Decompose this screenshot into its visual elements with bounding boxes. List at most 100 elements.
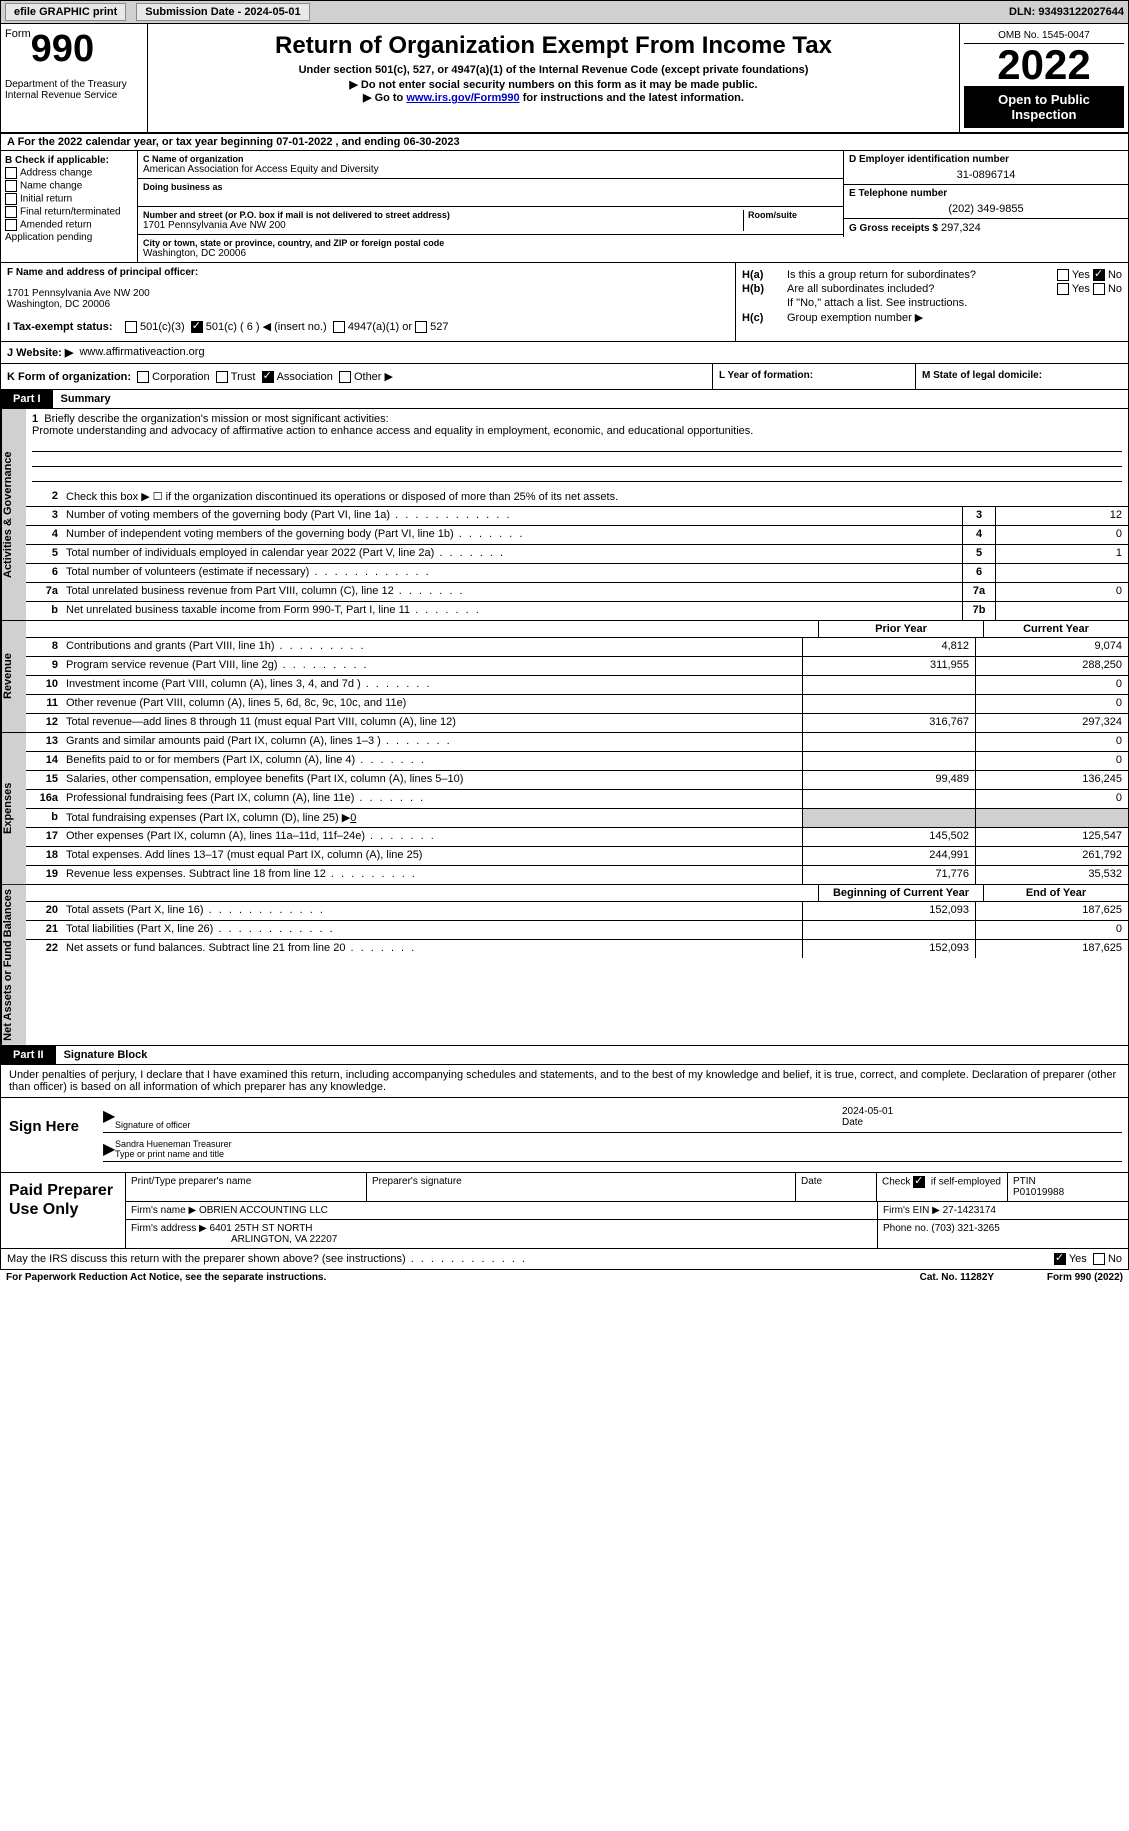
501c3: 501(c)(3) xyxy=(140,321,185,333)
checkbox-trust[interactable] xyxy=(216,371,228,383)
no-lbl3: No xyxy=(1108,1253,1122,1265)
l10: Investment income (Part VIII, column (A)… xyxy=(62,676,802,694)
b-label: B Check if applicable: xyxy=(5,155,133,166)
addr-lbl: Firm's address ▶ xyxy=(131,1223,207,1234)
hb-yes[interactable] xyxy=(1057,283,1069,295)
check-pre: Check xyxy=(882,1177,910,1188)
checkbox-corp[interactable] xyxy=(137,371,149,383)
firm-addr1: 6401 25TH ST NORTH xyxy=(210,1223,313,1234)
hb-no[interactable] xyxy=(1093,283,1105,295)
p19: 71,776 xyxy=(802,866,975,884)
c15: 136,245 xyxy=(975,771,1128,789)
part1-title: Summary xyxy=(53,390,119,408)
opt-address: Address change xyxy=(20,168,92,179)
checkbox-4947[interactable] xyxy=(333,321,345,333)
p14 xyxy=(802,752,975,770)
gross-receipts: 297,324 xyxy=(941,222,981,234)
ha-no[interactable] xyxy=(1093,269,1105,281)
box-c: C Name of organization American Associat… xyxy=(138,151,843,262)
c16a: 0 xyxy=(975,790,1128,808)
k-trust: Trust xyxy=(231,371,256,383)
checkbox-final[interactable] xyxy=(5,206,17,218)
v7a: 0 xyxy=(995,583,1128,601)
k-corp: Corporation xyxy=(152,371,209,383)
l5: Total number of individuals employed in … xyxy=(62,545,962,563)
l16b-val: 0 xyxy=(350,812,356,824)
hdr-prior-year: Prior Year xyxy=(818,621,983,637)
subtitle-3: ▶ Go to www.irs.gov/Form990 for instruct… xyxy=(152,91,955,104)
l7b: Net unrelated business taxable income fr… xyxy=(62,602,962,620)
street-lbl: Number and street (or P.O. box if mail i… xyxy=(143,210,743,220)
l12: Total revenue—add lines 8 through 11 (mu… xyxy=(62,714,802,732)
v4: 0 xyxy=(995,526,1128,544)
paperwork-notice: For Paperwork Reduction Act Notice, see … xyxy=(6,1272,867,1283)
discuss-no[interactable] xyxy=(1093,1253,1105,1265)
subtitle-2: ▶ Do not enter social security numbers o… xyxy=(152,78,955,91)
c11: 0 xyxy=(975,695,1128,713)
f-lbl: F Name and address of principal officer: xyxy=(7,267,729,278)
p21 xyxy=(802,921,975,939)
paid-preparer-lbl: Paid Preparer Use Only xyxy=(1,1173,125,1248)
form-word: Form xyxy=(5,28,31,40)
l-lbl: L Year of formation: xyxy=(719,370,813,381)
firm-name: OBRIEN ACCOUNTING LLC xyxy=(199,1205,328,1216)
c13: 0 xyxy=(975,733,1128,751)
hb-txt: Are all subordinates included? xyxy=(787,283,1057,295)
checkbox-501c[interactable] xyxy=(191,321,203,333)
tax-year: 2022 xyxy=(964,44,1124,86)
p13 xyxy=(802,733,975,751)
k-other: Other ▶ xyxy=(354,371,393,383)
c9: 288,250 xyxy=(975,657,1128,675)
p22: 152,093 xyxy=(802,940,975,958)
check-post: if self-employed xyxy=(931,1177,1001,1188)
checkbox-name[interactable] xyxy=(5,180,17,192)
checkbox-other[interactable] xyxy=(339,371,351,383)
p16a xyxy=(802,790,975,808)
checkbox-amended[interactable] xyxy=(5,219,17,231)
form-title: Return of Organization Exempt From Incom… xyxy=(152,32,955,60)
checkbox-assoc[interactable] xyxy=(262,371,274,383)
v3: 12 xyxy=(995,507,1128,525)
title-cell: Return of Organization Exempt From Incom… xyxy=(148,24,960,132)
ha-lbl: H(a) xyxy=(742,269,787,281)
irs-link[interactable]: www.irs.gov/Form990 xyxy=(406,92,519,104)
checkbox-501c3[interactable] xyxy=(125,321,137,333)
f-addr1: 1701 Pennsylvania Ave NW 200 xyxy=(7,288,729,299)
hc-lbl: H(c) xyxy=(742,312,787,324)
checkbox-527[interactable] xyxy=(415,321,427,333)
name-lbl: Type or print name and title xyxy=(115,1149,224,1159)
ha-yes[interactable] xyxy=(1057,269,1069,281)
discuss-yes[interactable] xyxy=(1054,1253,1066,1265)
checkbox-initial[interactable] xyxy=(5,193,17,205)
year-cell: OMB No. 1545-0047 2022 Open to Public In… xyxy=(960,24,1128,132)
hb-lbl: H(b) xyxy=(742,283,787,295)
box-b: B Check if applicable: Address change Na… xyxy=(1,151,138,262)
l15: Salaries, other compensation, employee b… xyxy=(62,771,802,789)
s527: 527 xyxy=(430,321,448,333)
checkbox-self-employed[interactable] xyxy=(913,1176,925,1188)
p8: 4,812 xyxy=(802,638,975,656)
opt-amended: Amended return xyxy=(20,220,92,231)
p18: 244,991 xyxy=(802,847,975,865)
city-lbl: City or town, state or province, country… xyxy=(143,238,838,248)
c20: 187,625 xyxy=(975,902,1128,920)
form-number-cell: Form990 Department of the Treasury Inter… xyxy=(1,24,148,132)
part2-title: Signature Block xyxy=(56,1046,156,1064)
l7a: Total unrelated business revenue from Pa… xyxy=(62,583,962,601)
e-lbl: E Telephone number xyxy=(849,188,1123,199)
preparer-sig-lbl: Preparer's signature xyxy=(366,1173,795,1201)
v5: 1 xyxy=(995,545,1128,563)
p9: 311,955 xyxy=(802,657,975,675)
g-lbl: G Gross receipts $ xyxy=(849,223,938,234)
yes-lbl2: Yes xyxy=(1072,283,1090,295)
checkbox-address[interactable] xyxy=(5,167,17,179)
ha-txt: Is this a group return for subordinates? xyxy=(787,269,1057,281)
l21: Total liabilities (Part X, line 26) xyxy=(62,921,802,939)
room-lbl: Room/suite xyxy=(748,210,838,220)
submission-date: Submission Date - 2024-05-01 xyxy=(136,3,309,21)
vtab-expenses: Expenses xyxy=(1,733,26,884)
efile-btn[interactable]: efile GRAPHIC print xyxy=(5,3,126,21)
top-bar: efile GRAPHIC print Submission Date - 20… xyxy=(0,0,1129,24)
p15: 99,489 xyxy=(802,771,975,789)
p12: 316,767 xyxy=(802,714,975,732)
